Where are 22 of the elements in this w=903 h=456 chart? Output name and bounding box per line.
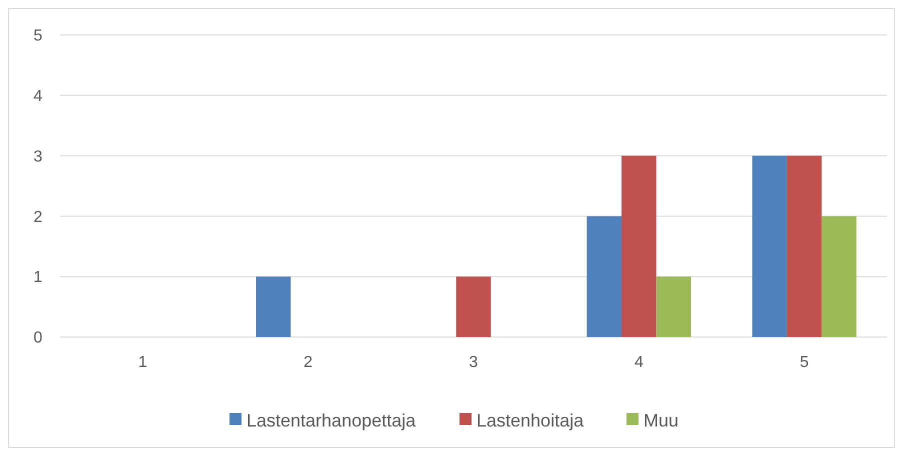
bar xyxy=(586,216,622,337)
y-tick-label: 3 xyxy=(34,148,43,166)
y-tick-label: 1 xyxy=(34,269,43,286)
legend-label: Lastenhoitaja xyxy=(476,410,585,430)
bar xyxy=(256,276,291,337)
bar xyxy=(622,156,656,337)
legend-label: Muu xyxy=(644,410,679,430)
y-tick-label: 0 xyxy=(34,330,43,347)
x-tick-label: 5 xyxy=(800,354,809,371)
bar xyxy=(656,276,691,337)
x-tick-label: 3 xyxy=(469,354,478,371)
bar xyxy=(822,216,856,337)
y-tick-label: 2 xyxy=(34,208,43,226)
y-tick-label: 4 xyxy=(34,88,43,105)
x-tick-label: 2 xyxy=(304,354,313,371)
y-tick-label: 5 xyxy=(34,28,43,45)
bar xyxy=(456,276,491,337)
legend-label: Lastentarhanopettaja xyxy=(246,410,417,430)
bar xyxy=(752,156,787,337)
bar xyxy=(786,156,822,337)
x-tick-label: 1 xyxy=(138,354,148,371)
x-tick-label: 4 xyxy=(634,354,644,371)
